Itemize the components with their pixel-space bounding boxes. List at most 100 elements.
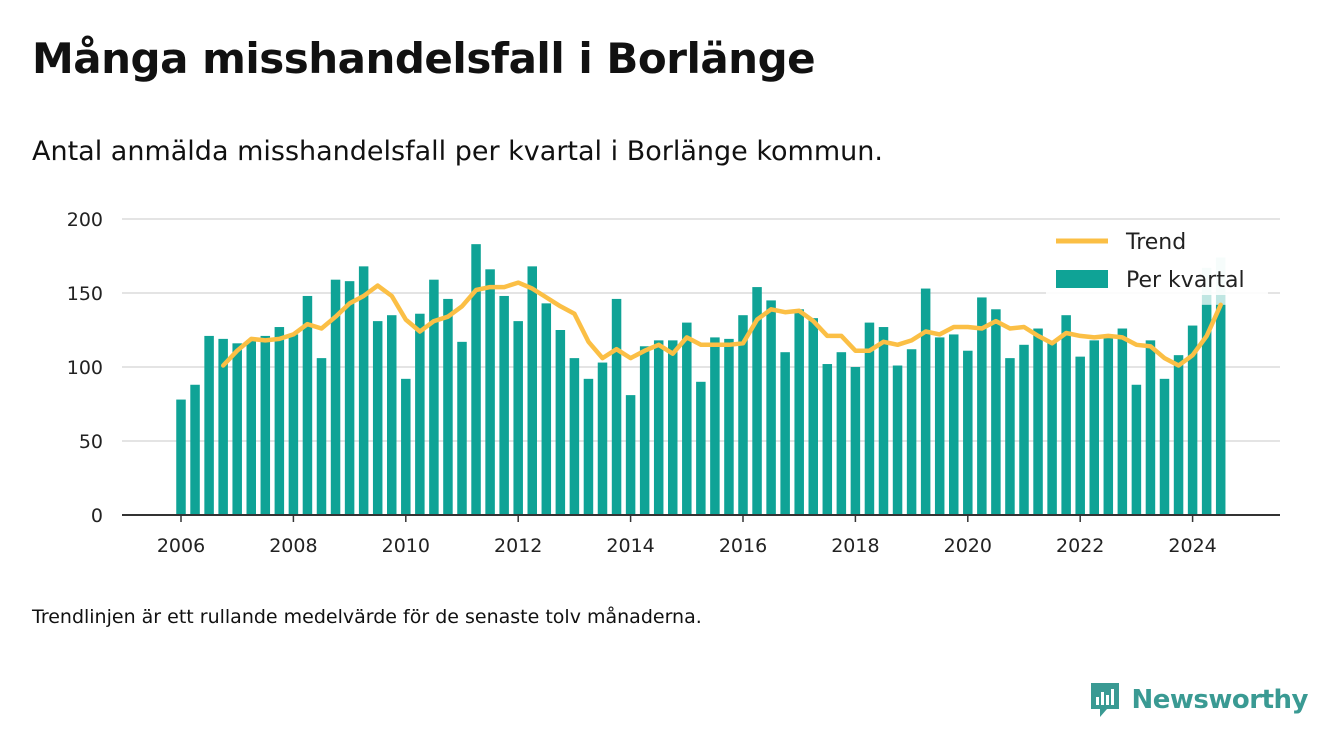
bar xyxy=(822,364,833,515)
bar xyxy=(274,327,285,515)
x-tick-label: 2010 xyxy=(382,535,430,557)
bar xyxy=(625,395,636,515)
legend: Trend Per kvartal xyxy=(1046,223,1268,295)
legend-label-per-kvartal: Per kvartal xyxy=(1126,268,1245,293)
bar xyxy=(724,338,734,515)
bar xyxy=(920,288,931,515)
bar xyxy=(808,318,818,515)
y-tick-label: 200 xyxy=(67,209,103,231)
x-tick-label: 2006 xyxy=(157,535,205,557)
bar xyxy=(1075,356,1085,515)
bar xyxy=(330,279,341,515)
bar xyxy=(288,334,299,515)
bar xyxy=(597,362,608,515)
bar xyxy=(611,298,622,515)
chart-title: Många misshandelsfall i Borlänge xyxy=(32,34,816,83)
trend-line xyxy=(220,280,1223,368)
bar xyxy=(527,266,537,515)
bar xyxy=(429,279,439,515)
bar xyxy=(569,358,580,515)
bar xyxy=(780,352,790,515)
legend-label-trend: Trend xyxy=(1125,230,1186,255)
bar xyxy=(344,281,355,515)
bar xyxy=(906,349,917,515)
bar xyxy=(316,358,327,515)
bar xyxy=(864,322,875,515)
bar xyxy=(555,330,566,515)
x-tick-label: 2018 xyxy=(831,535,879,557)
bar xyxy=(218,338,228,515)
bar xyxy=(878,327,889,515)
bar xyxy=(246,340,256,515)
bar xyxy=(401,378,411,515)
bar xyxy=(949,334,959,515)
y-tick-label: 100 xyxy=(67,357,103,379)
bar xyxy=(260,335,271,515)
bar xyxy=(752,287,762,515)
x-tick-label: 2020 xyxy=(944,535,992,557)
bar xyxy=(443,298,453,515)
bar-series xyxy=(176,244,1226,515)
footnote: Trendlinjen är ett rullande medelvärde f… xyxy=(32,606,702,628)
x-tick-label: 2024 xyxy=(1168,535,1216,557)
axes: 0 50 100 150 200 2006 2008 2010 2012 2014 2016 2018… xyxy=(67,209,1280,557)
bar xyxy=(668,340,678,515)
bar xyxy=(457,341,467,515)
bar xyxy=(1145,340,1156,515)
bar xyxy=(766,300,776,515)
bar xyxy=(794,309,804,515)
bar xyxy=(1103,334,1114,515)
bar xyxy=(485,269,495,515)
x-tick-label: 2012 xyxy=(494,535,542,557)
bar xyxy=(1061,315,1071,515)
x-tick-label: 2022 xyxy=(1056,535,1104,557)
bar xyxy=(372,321,383,515)
bar xyxy=(1033,328,1043,515)
bar xyxy=(710,337,720,515)
x-tick-label: 2008 xyxy=(269,535,317,557)
bar-chart: 0 50 100 150 200 2006 2008 2010 2012 2014 2016 2018… xyxy=(67,209,1280,557)
bar xyxy=(513,321,523,515)
bar xyxy=(738,315,748,515)
bar xyxy=(1089,340,1099,515)
bar xyxy=(1005,358,1015,515)
bar xyxy=(850,367,861,515)
bar xyxy=(583,378,594,515)
bar xyxy=(696,381,706,515)
bar xyxy=(1187,325,1198,515)
x-tick-label: 2016 xyxy=(719,535,767,557)
bar xyxy=(232,343,242,515)
bar xyxy=(190,384,200,515)
bar xyxy=(836,352,847,515)
y-tick-label: 150 xyxy=(67,283,103,305)
bar xyxy=(977,297,987,515)
trend-series xyxy=(220,280,1223,368)
bar xyxy=(387,315,397,515)
bar xyxy=(1159,378,1170,515)
bar xyxy=(1117,328,1128,515)
bar xyxy=(653,340,664,515)
brand-name: Newsworthy xyxy=(1131,685,1309,715)
bar xyxy=(471,244,481,515)
bar xyxy=(682,322,692,515)
bar xyxy=(541,303,552,515)
y-tick-label: 0 xyxy=(91,505,103,527)
bar xyxy=(1131,384,1142,515)
bar xyxy=(1019,344,1029,515)
bar xyxy=(1215,304,1226,515)
bar xyxy=(1173,355,1184,515)
newsworthy-logo-icon xyxy=(1090,683,1119,717)
bar xyxy=(499,295,509,515)
brand-logo: Newsworthy xyxy=(1088,680,1309,720)
bar xyxy=(934,337,945,515)
y-tick-label: 50 xyxy=(79,431,103,453)
bar xyxy=(415,313,425,515)
bar xyxy=(639,346,650,515)
bar xyxy=(892,365,903,515)
bar xyxy=(963,350,973,515)
legend-swatch-bars xyxy=(1056,270,1108,288)
bar xyxy=(1201,304,1212,515)
bar xyxy=(358,266,369,515)
bar xyxy=(204,335,214,515)
bar xyxy=(991,309,1001,515)
